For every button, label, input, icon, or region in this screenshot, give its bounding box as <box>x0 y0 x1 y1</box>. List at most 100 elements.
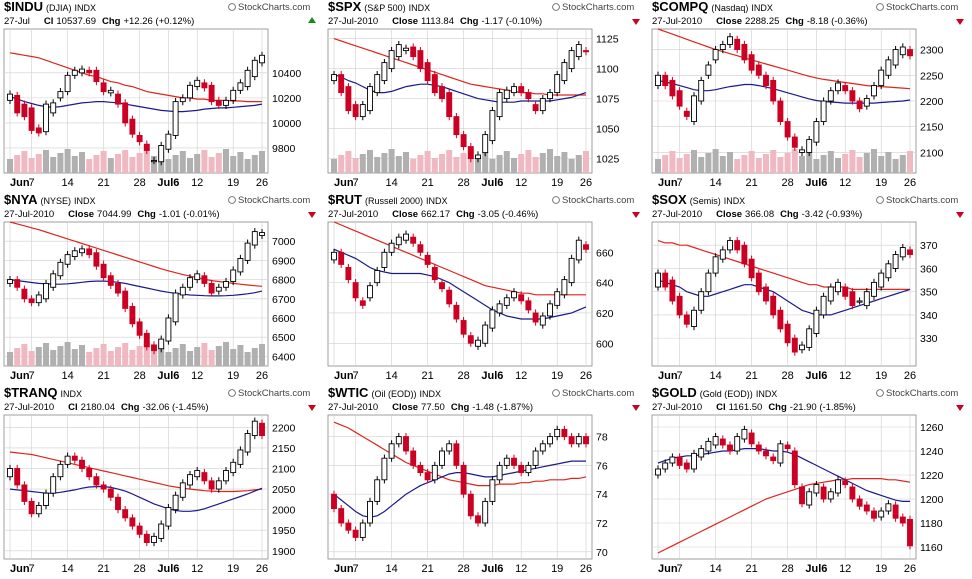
watermark: StockCharts.com <box>562 2 634 13</box>
candle-body <box>755 272 762 293</box>
x-tick-label: 21 <box>97 370 109 382</box>
candle-body <box>64 74 71 93</box>
chart-panel-spx: $SPX (S&P 500) INDX StockCharts.com 27-Jul-2… <box>324 0 648 193</box>
candle-body <box>532 104 539 112</box>
candle-body <box>93 69 100 83</box>
exchange-label: INDX <box>60 389 82 399</box>
candle-body <box>122 102 129 124</box>
candle-body <box>669 79 676 97</box>
chart-panel-compq: $COMPQ (Nasdaq) INDX StockCharts.com 27-Jul-… <box>648 0 972 193</box>
candle-body <box>691 309 697 327</box>
quote-line: 27-Jul-2010 Close 7044.99 Chg -1.01 (-0.01%) <box>4 209 220 220</box>
chart-symbol: $GOLD (Gold (EOD)) INDX <box>652 386 777 400</box>
candle-body <box>417 464 424 474</box>
volume-bar <box>719 156 726 173</box>
candle-body <box>331 251 337 261</box>
moving-average-slow <box>9 221 263 287</box>
candle-body <box>122 509 129 519</box>
candle-body <box>719 249 726 260</box>
change-label: Chg <box>780 209 799 220</box>
candle-body <box>871 510 877 519</box>
candle-body <box>7 93 13 101</box>
candle-body <box>21 288 28 300</box>
candle-body <box>820 486 827 500</box>
exchange-label: INDX <box>419 389 441 399</box>
candle-body <box>43 282 49 300</box>
candle-body <box>575 44 582 58</box>
candle-body <box>712 436 719 446</box>
index-name: (NYSE) <box>40 196 71 206</box>
candle-body <box>482 324 489 344</box>
candle-body <box>835 281 841 293</box>
candle-body <box>683 462 690 470</box>
candle-body <box>806 139 813 153</box>
candle-body <box>230 89 237 101</box>
candle-body <box>395 44 402 58</box>
volume-bar <box>374 157 381 173</box>
x-tick-label: 21 <box>745 563 757 575</box>
candle-body <box>539 315 546 326</box>
candle-body <box>755 64 762 76</box>
candle-body <box>662 462 669 470</box>
volume-bar <box>367 150 373 173</box>
x-tick-label: Jul6 <box>157 177 179 189</box>
symbol-text: $SPX <box>328 0 362 14</box>
x-tick-label: 19 <box>227 563 239 575</box>
candle-body <box>388 50 395 70</box>
x-tick-label: 26 <box>904 563 916 575</box>
candle-body <box>691 95 697 123</box>
chart-panel-rut: $RUT (Russell 2000) INDX StockCharts.com 27-… <box>324 193 648 386</box>
y-tick-label: 9800 <box>272 143 296 155</box>
volume-bar <box>151 349 157 366</box>
candle-body <box>655 74 661 87</box>
x-tick-label: 26 <box>256 563 268 575</box>
change-label: Chg <box>460 16 479 27</box>
y-tick-label: 1125 <box>596 34 619 46</box>
chart-panel-tranq: $TRANQ INDX StockCharts.com 27-Jul-2010 Cl 21… <box>0 386 324 579</box>
volume-bar <box>525 150 532 173</box>
x-tick-label: Jul6 <box>481 370 503 382</box>
candle-body <box>899 46 906 56</box>
y-tick-label: 1025 <box>596 154 620 166</box>
close-value: 366.08 <box>745 209 774 220</box>
quote-line: 27-Jul-2010 Close 366.08 Chg -3.42 (-0.93%) <box>652 209 862 220</box>
y-tick-label: 76 <box>596 460 608 472</box>
volume-bar <box>50 157 57 173</box>
candle-body <box>259 54 265 64</box>
candle-body <box>352 282 359 299</box>
volume-bar <box>237 152 244 173</box>
candle-body <box>899 247 906 258</box>
x-tick-label: 21 <box>421 370 433 382</box>
candle-body <box>842 286 849 297</box>
x-tick-label: 19 <box>875 370 887 382</box>
candle-body <box>727 36 733 45</box>
volume-bar <box>777 157 784 173</box>
x-tick-label: 19 <box>551 563 563 575</box>
candle-body <box>28 500 35 515</box>
plot-area <box>651 414 917 560</box>
volume-bar <box>194 154 201 173</box>
candle-body <box>417 244 424 253</box>
watermark: StockCharts.com <box>886 388 958 399</box>
volume-bar <box>770 150 777 173</box>
watermark: StockCharts.com <box>238 388 310 399</box>
x-tick-label: 28 <box>781 563 793 575</box>
candle-body <box>136 321 143 336</box>
volume-bar <box>237 345 244 366</box>
candle-body <box>86 248 93 256</box>
x-tick-label: 7 <box>29 563 35 575</box>
candle-body <box>172 292 179 323</box>
quote-line: 27-Jul-2010 Cl 2180.04 Chg -32.06 (-1.45%) <box>4 402 209 413</box>
candle-body <box>489 110 496 142</box>
candle-body <box>547 92 553 100</box>
index-name: (DJIA) <box>46 3 72 13</box>
candle-body <box>14 468 21 486</box>
candle-body <box>381 62 388 82</box>
candle-body <box>460 320 467 335</box>
candle-body <box>179 97 186 103</box>
symbol-text: $INDU <box>4 0 43 14</box>
candle-body <box>431 74 438 94</box>
volume-bar <box>683 154 690 173</box>
volume-bar <box>7 352 13 366</box>
candle-body <box>475 515 481 524</box>
